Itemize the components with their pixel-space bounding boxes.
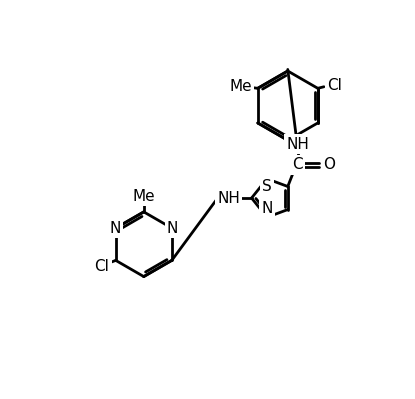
Text: Cl: Cl: [327, 78, 342, 93]
Text: N: N: [109, 221, 121, 235]
Text: S: S: [262, 179, 272, 194]
Text: C: C: [293, 158, 303, 172]
Text: N: N: [167, 221, 178, 235]
Text: Me: Me: [229, 79, 252, 94]
Text: N: N: [261, 201, 273, 216]
Text: NH: NH: [286, 136, 309, 152]
Text: Cl: Cl: [95, 259, 109, 274]
Text: NH: NH: [217, 191, 240, 205]
Text: O: O: [323, 158, 335, 172]
Text: Me: Me: [132, 189, 155, 204]
